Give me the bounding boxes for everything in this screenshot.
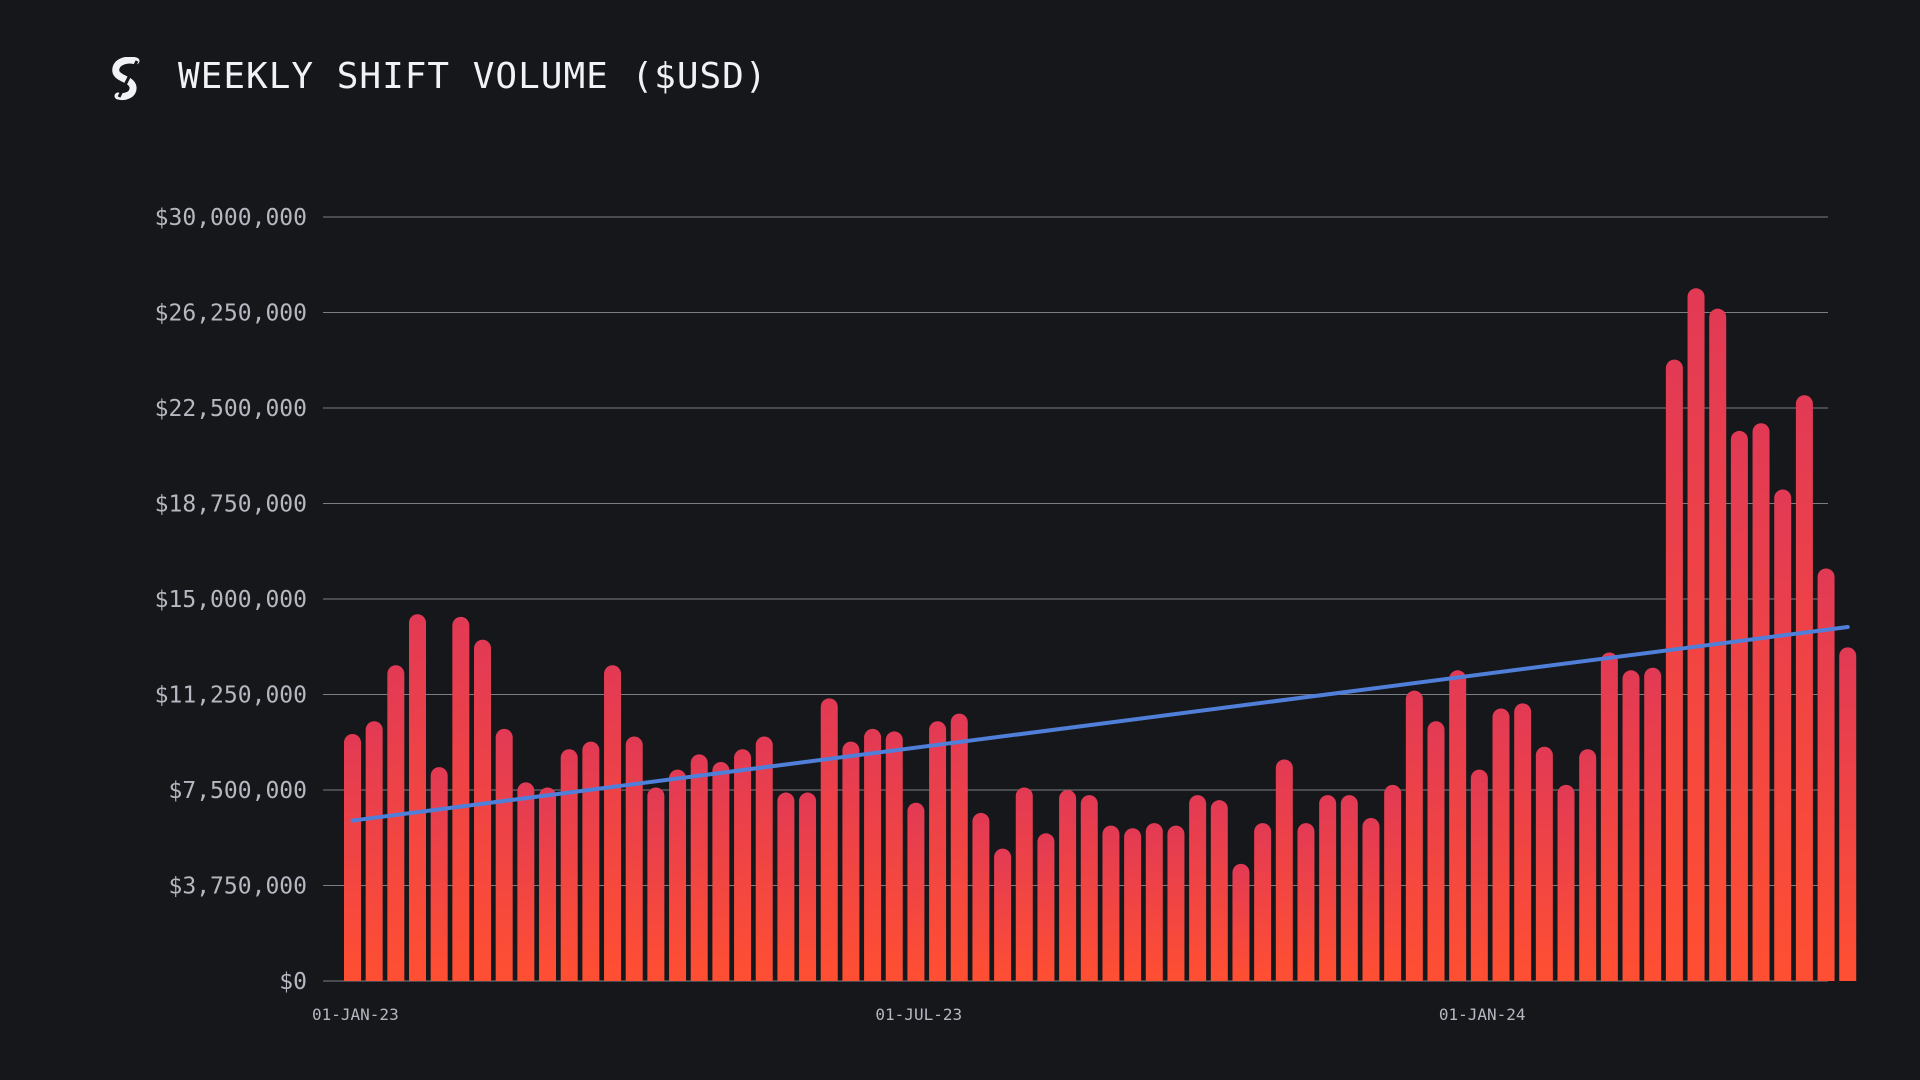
bar	[1254, 823, 1272, 981]
bar	[1427, 721, 1445, 981]
bar	[1644, 667, 1662, 981]
bar	[1145, 823, 1163, 981]
bar	[1535, 746, 1553, 981]
bar	[430, 767, 448, 981]
bar	[1622, 670, 1640, 981]
bar	[1579, 749, 1597, 981]
bar	[907, 802, 925, 981]
y-tick-label: $22,500,000	[155, 396, 307, 422]
bar	[409, 614, 427, 981]
y-axis: $0 $3,750,000 $7,500,000 $11,250,000 $15,000…	[155, 205, 307, 995]
bar	[495, 728, 513, 981]
bar	[929, 721, 947, 981]
bar	[864, 728, 882, 981]
bar	[1817, 568, 1835, 981]
bar	[1059, 790, 1077, 981]
y-tick-label: $7,500,000	[169, 778, 307, 804]
x-tick-label: 01-JAN-23	[312, 1005, 399, 1024]
shift-logo-icon	[112, 57, 140, 100]
bar	[387, 665, 405, 981]
y-tick-label: $11,250,000	[155, 683, 307, 709]
bar	[1687, 288, 1705, 982]
bar	[1362, 818, 1380, 981]
bar	[972, 812, 990, 981]
bar	[1774, 489, 1792, 981]
bar	[1405, 690, 1423, 981]
bar	[1839, 647, 1857, 981]
bar	[1665, 359, 1683, 981]
bar	[669, 769, 687, 981]
bar	[1124, 828, 1142, 981]
y-tick-label: $0	[279, 969, 307, 995]
bar	[1514, 703, 1532, 981]
bar	[799, 792, 817, 981]
bar	[1210, 800, 1228, 981]
bar	[1275, 759, 1293, 981]
y-tick-label: $15,000,000	[155, 587, 307, 613]
bar	[950, 713, 968, 981]
bar	[474, 639, 492, 981]
bar	[625, 736, 643, 981]
bar	[777, 792, 795, 981]
trend-line	[350, 625, 1850, 823]
bar	[1015, 787, 1033, 981]
trend-line-group	[350, 625, 1850, 823]
bar	[1037, 833, 1055, 981]
bar	[1384, 784, 1402, 981]
bar	[1102, 825, 1120, 981]
bar	[604, 665, 622, 981]
bar	[560, 749, 578, 981]
bar	[1470, 769, 1488, 981]
bar	[539, 787, 557, 981]
bar	[1297, 823, 1315, 981]
bar	[885, 731, 903, 981]
y-tick-label: $3,750,000	[169, 874, 307, 900]
y-tick-label: $18,750,000	[155, 492, 307, 518]
bar	[365, 721, 383, 981]
bar	[1319, 795, 1337, 981]
bar	[1492, 708, 1510, 981]
bar	[517, 782, 535, 981]
bar	[1189, 795, 1207, 981]
bar	[1232, 863, 1250, 981]
chart-title: WEEKLY SHIFT VOLUME ($USD)	[178, 56, 768, 97]
bar	[1449, 670, 1467, 981]
y-tick-label: $26,250,000	[155, 301, 307, 327]
bar	[690, 754, 708, 981]
bar	[647, 787, 665, 981]
bar	[820, 698, 838, 981]
bar	[755, 736, 773, 981]
bar	[582, 741, 600, 981]
grid-lines	[323, 216, 1828, 982]
x-tick-label: 01-JUL-23	[875, 1005, 962, 1024]
bar	[994, 848, 1012, 981]
bar	[1600, 652, 1618, 981]
bar	[1340, 795, 1358, 981]
bar	[1752, 423, 1770, 981]
bar	[1795, 395, 1813, 981]
x-tick-label: 01-JAN-24	[1439, 1005, 1526, 1024]
bar	[1167, 825, 1185, 981]
bars	[344, 288, 1857, 982]
bar	[1080, 795, 1098, 981]
bar	[1730, 430, 1748, 981]
bar	[712, 761, 730, 981]
bar	[344, 733, 361, 981]
bar	[452, 616, 470, 981]
y-tick-label: $30,000,000	[155, 205, 307, 231]
bar	[734, 749, 752, 981]
bar	[1557, 784, 1575, 981]
x-axis: 01-JAN-23 01-JUL-23 01-JAN-24	[312, 1005, 1526, 1024]
bar	[842, 741, 860, 981]
